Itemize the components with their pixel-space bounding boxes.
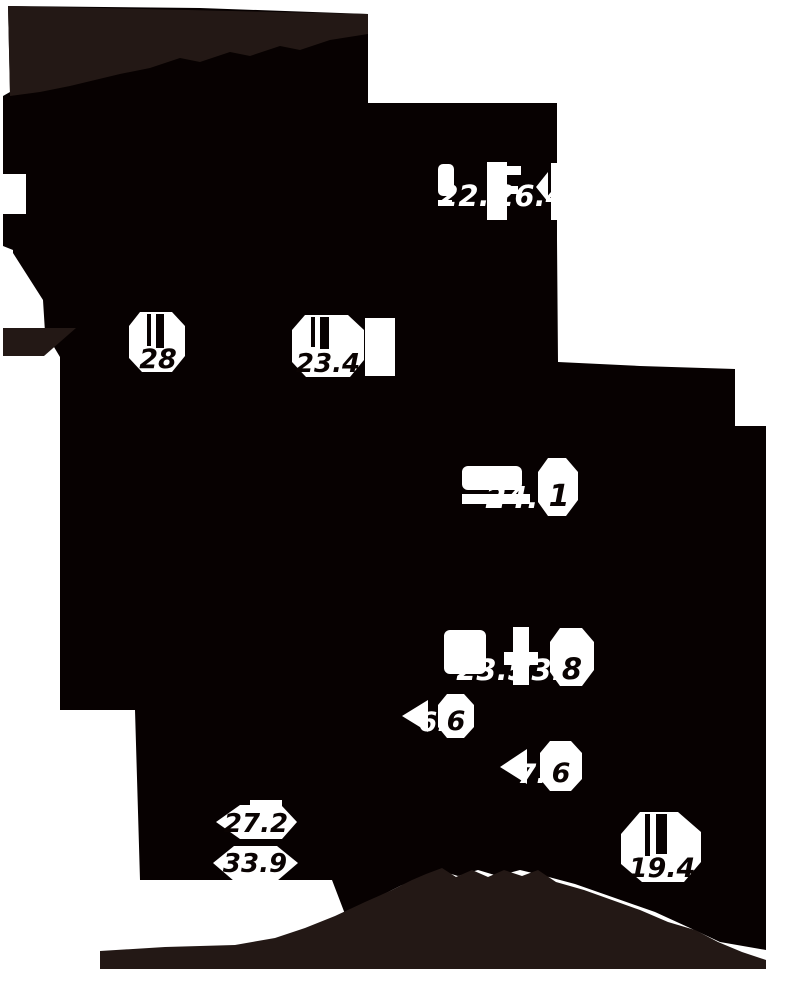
balloon-slit [147,314,151,346]
temperature-value: 28 [139,344,177,375]
temperature-label-33-9: 33.9 [213,846,298,881]
temperature-value-last: 6 [447,706,466,737]
temperature-label-23-4: 23.4 [292,315,364,379]
photo-dark-patch-left [3,328,76,356]
balloon-slit [311,317,315,347]
callout-balloon [444,630,486,674]
temperature-value-main: 6. [418,707,447,738]
arrow-band-balloon [216,800,297,839]
temperature-value: 33.9 [223,849,287,879]
callout-balloon [487,162,507,220]
octagon-balloon [438,694,474,738]
callout-balloon [438,164,454,196]
octagon-balloon [538,458,578,516]
temperature-value-last: 1 [549,479,570,514]
mountain-ridge-band [100,868,766,969]
temperature-value-main: 7. [517,759,546,790]
temperature-value-last: 8 [562,652,582,686]
photo-dark-wedge-top [8,6,368,96]
callout-lozenge [462,466,522,490]
balloon-slit [320,317,329,349]
balloon-slit [156,314,164,348]
temperature-label-27-2: 27.2 [216,800,297,839]
temperature-value: 19.4 [629,853,696,884]
temperature-value-last: 6 [552,758,571,789]
pointer-left-icon [536,172,548,202]
temperature-value-main: 23. [511,653,562,687]
temperature-label-19-4: 19.4 [621,812,701,884]
octagon-balloon [550,628,594,686]
temperature-value-main: 24. [485,481,538,516]
temperature-label-6-6: 6. 6 [402,694,474,738]
pointer-left-icon [500,749,527,784]
temperature-label-24-1: 24. 1 [462,458,578,516]
temperature-label-7-6: 7. 6 [500,741,582,791]
map-silhouette [3,6,766,950]
temperature-label-23-8: 23. 8 [504,627,594,687]
pointer-left-icon [402,700,428,732]
balloon-slit [645,814,650,856]
balloon-slit [656,814,667,854]
temperature-value: 27.2 [224,809,288,839]
temperature-label-28: 28 [129,312,185,375]
temperature-value: 23.4 [296,349,360,379]
arrow-band-balloon [213,846,298,881]
callout-bar [551,163,558,220]
callout-underline [462,494,530,504]
white-pocket [138,882,330,944]
callout-underline [438,200,452,206]
temperature-label-26-4: 26.4 [487,162,566,220]
callout-cross [504,652,538,665]
white-pocket-small [365,318,395,376]
callout-arm [507,166,521,175]
callout-arm [507,186,518,194]
octagon-balloon [540,741,582,791]
